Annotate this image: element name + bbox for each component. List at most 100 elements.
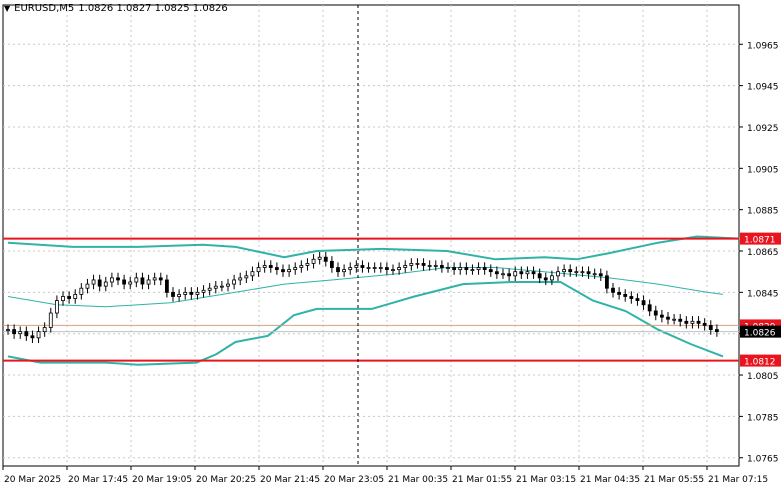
candle-body[interactable] (446, 267, 450, 269)
candle-body[interactable] (268, 265, 273, 268)
candle-body[interactable] (61, 296, 65, 302)
candle-body[interactable] (629, 296, 634, 299)
candle-body[interactable] (427, 265, 432, 267)
candle-body[interactable] (85, 283, 90, 289)
candle-body[interactable] (507, 273, 512, 277)
candle-body[interactable] (494, 271, 499, 275)
candle-body[interactable] (696, 320, 701, 324)
triangle-down-icon[interactable]: ▼ (4, 4, 11, 13)
candle-body[interactable] (116, 277, 120, 281)
candle-body[interactable] (592, 273, 597, 276)
candle-body[interactable] (464, 267, 469, 271)
candle-body[interactable] (611, 287, 615, 293)
candle-body[interactable] (635, 298, 640, 302)
candle-body[interactable] (128, 281, 133, 285)
candle-body[interactable] (244, 275, 249, 279)
candle-body[interactable] (488, 269, 493, 273)
candle-body[interactable] (476, 267, 481, 271)
candle-body[interactable] (238, 277, 243, 281)
candle-body[interactable] (458, 267, 463, 271)
candle-body[interactable] (470, 269, 475, 272)
candle-body[interactable] (421, 263, 426, 266)
candle-body[interactable] (623, 294, 628, 297)
candle-body[interactable] (336, 267, 340, 273)
candle-body[interactable] (690, 320, 695, 324)
candle-body[interactable] (329, 260, 334, 268)
candle-body[interactable] (647, 304, 652, 312)
candle-body[interactable] (586, 271, 591, 275)
horizontal-levels[interactable] (3, 237, 739, 362)
candle-body[interactable] (6, 329, 10, 331)
candle-body[interactable] (543, 277, 548, 281)
candle-body[interactable] (433, 265, 438, 267)
candle-body[interactable] (501, 273, 505, 276)
candle-body[interactable] (97, 279, 102, 287)
candle-body[interactable] (678, 318, 683, 322)
candle-body[interactable] (67, 296, 72, 299)
candle-body[interactable] (171, 291, 175, 297)
candle-body[interactable] (305, 263, 310, 266)
candle-body[interactable] (415, 263, 420, 265)
candle-body[interactable] (513, 271, 518, 277)
candle-body[interactable] (226, 283, 230, 287)
candle-body[interactable] (287, 269, 292, 273)
candle-body[interactable] (30, 335, 35, 339)
candle-body[interactable] (549, 275, 554, 281)
candle-body[interactable] (617, 291, 622, 295)
candle-body[interactable] (299, 265, 304, 268)
candle-body[interactable] (109, 277, 114, 283)
candle-body[interactable] (164, 279, 169, 293)
candle-body[interactable] (140, 277, 145, 285)
candle-body[interactable] (48, 312, 53, 328)
candle-body[interactable] (24, 331, 29, 337)
candle-body[interactable] (666, 316, 670, 320)
candle-body[interactable] (311, 258, 316, 264)
candle-body[interactable] (317, 256, 322, 260)
candle-body[interactable] (714, 329, 719, 333)
candle-body[interactable] (134, 277, 139, 283)
candle-body[interactable] (12, 329, 17, 335)
candle-body[interactable] (409, 263, 414, 266)
candle-body[interactable] (262, 265, 267, 268)
candle-body[interactable] (201, 289, 206, 293)
candle-body[interactable] (36, 331, 41, 339)
candle-body[interactable] (152, 277, 157, 281)
candle-body[interactable] (708, 325, 713, 330)
candle-body[interactable] (189, 291, 194, 295)
candle-body[interactable] (372, 267, 377, 269)
candle-body[interactable] (562, 269, 567, 273)
candle-body[interactable] (452, 267, 457, 271)
candle-body[interactable] (293, 267, 298, 271)
candle-body[interactable] (653, 310, 658, 316)
candle-body[interactable] (519, 271, 524, 275)
candle-body[interactable] (42, 327, 47, 333)
candle-body[interactable] (281, 269, 285, 273)
candle-body[interactable] (158, 277, 163, 281)
candle-body[interactable] (54, 300, 59, 314)
candle-body[interactable] (598, 273, 603, 277)
candle-body[interactable] (360, 265, 365, 268)
candle-body[interactable] (274, 267, 279, 271)
candle-body[interactable] (684, 320, 689, 324)
candle-body[interactable] (439, 265, 444, 268)
candle-body[interactable] (641, 300, 646, 306)
candle-body[interactable] (323, 256, 328, 262)
candle-body[interactable] (378, 267, 383, 269)
candle-body[interactable] (18, 331, 23, 335)
candle-body[interactable] (391, 269, 395, 272)
candle-body[interactable] (659, 314, 664, 318)
candle-body[interactable] (348, 267, 353, 271)
candle-body[interactable] (79, 287, 84, 295)
candle-body[interactable] (122, 279, 127, 285)
candle-body[interactable] (73, 294, 78, 299)
candle-body[interactable] (103, 281, 108, 287)
candle-body[interactable] (482, 267, 487, 271)
candle-body[interactable] (403, 265, 408, 268)
candle-body[interactable] (195, 291, 200, 295)
candle-body[interactable] (384, 267, 389, 271)
candle-body[interactable] (397, 267, 402, 271)
candle-body[interactable] (604, 275, 609, 289)
candle-body[interactable] (177, 294, 182, 297)
candles[interactable] (6, 252, 719, 343)
